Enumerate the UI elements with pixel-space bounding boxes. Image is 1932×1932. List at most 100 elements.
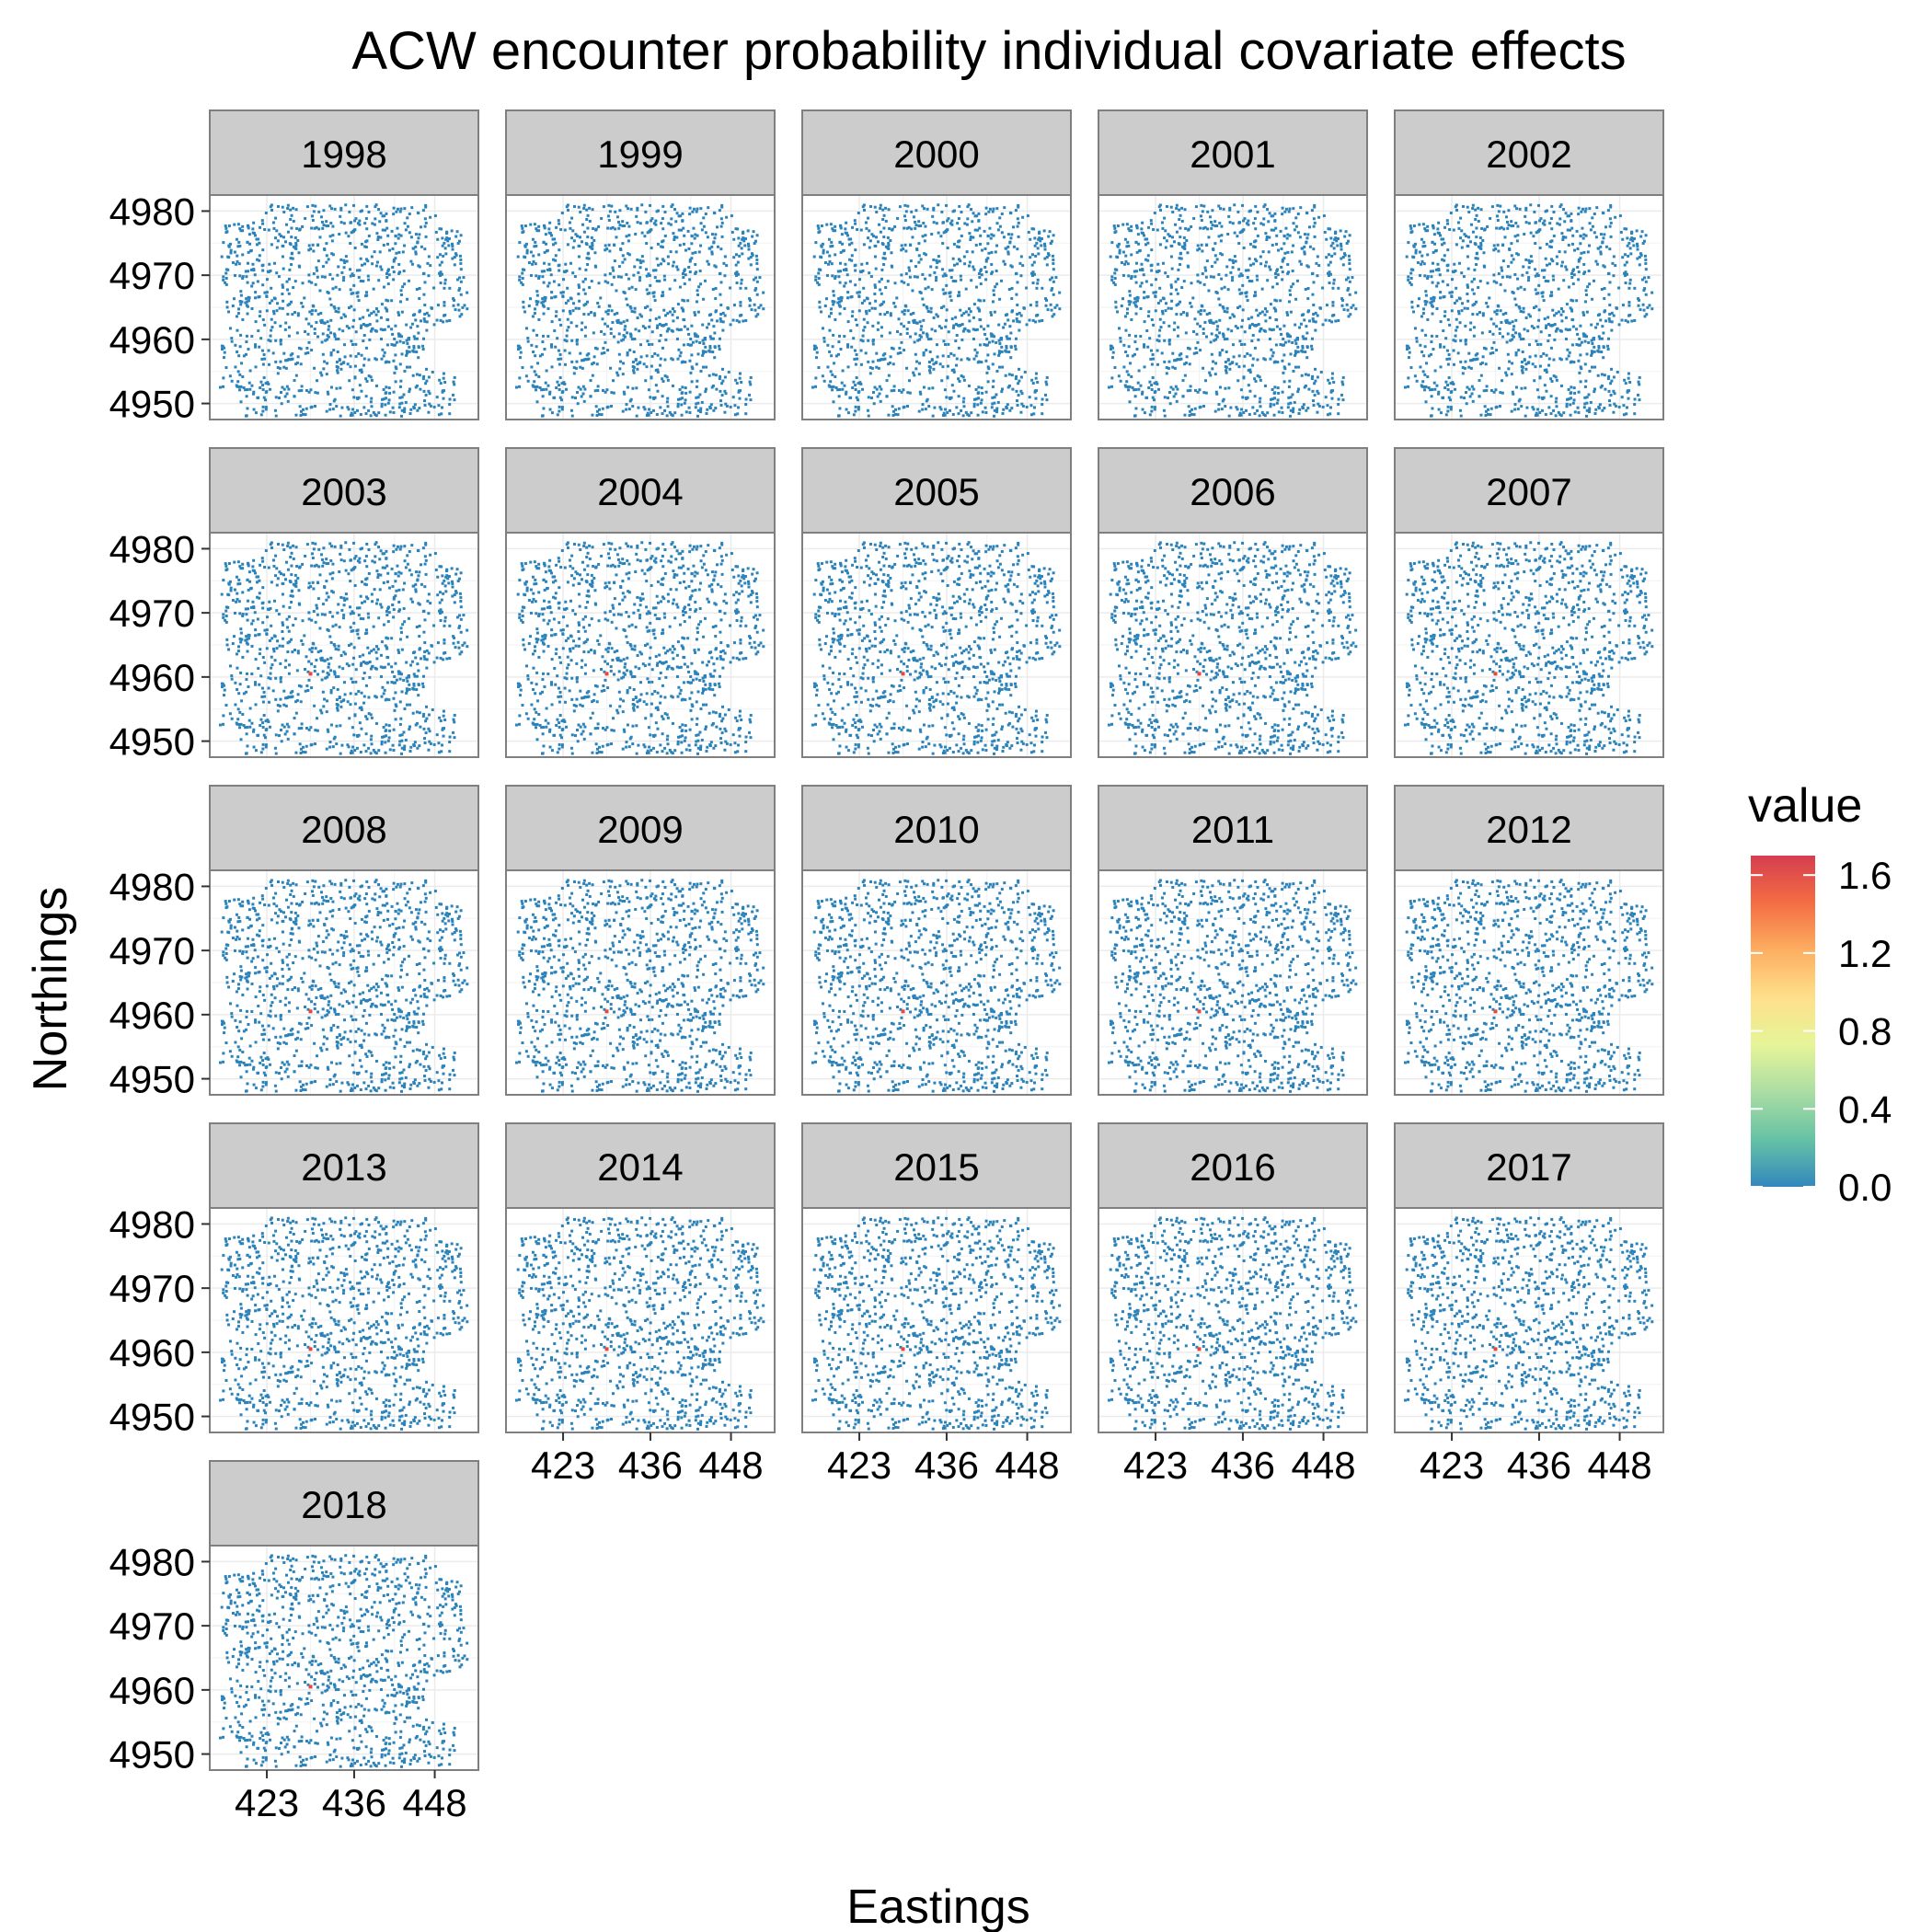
data-point [1195, 332, 1199, 336]
data-point [400, 401, 404, 405]
data-point [1437, 221, 1441, 224]
data-point [845, 273, 849, 277]
data-point [438, 227, 442, 231]
data-point [709, 403, 713, 407]
data-point [997, 365, 1001, 369]
data-point [990, 262, 994, 266]
data-point [1282, 343, 1285, 347]
data-point [1532, 235, 1535, 238]
data-point [1508, 360, 1512, 363]
data-point [1237, 274, 1241, 278]
data-point [1600, 337, 1604, 340]
data-point [1156, 349, 1159, 352]
data-point [1015, 317, 1018, 321]
data-point [646, 339, 650, 343]
data-point [838, 281, 842, 284]
data-point [701, 339, 705, 342]
data-point [1291, 393, 1294, 397]
data-point [831, 300, 834, 304]
data-point [1223, 338, 1226, 341]
data-point [259, 386, 262, 390]
data-point [993, 310, 996, 314]
data-point [986, 365, 990, 369]
data-point [701, 350, 705, 353]
data-point [927, 365, 931, 369]
data-point [1173, 359, 1177, 362]
data-point [1273, 212, 1277, 215]
data-point [1036, 278, 1040, 282]
data-point [1285, 236, 1289, 240]
data-point [1017, 235, 1020, 238]
data-point [738, 397, 742, 400]
data-point [406, 224, 409, 228]
data-point [1148, 337, 1152, 340]
data-point [247, 347, 250, 351]
data-point [252, 390, 256, 394]
data-point [263, 291, 267, 294]
data-point [564, 301, 568, 305]
data-point [833, 300, 836, 304]
data-point [818, 230, 822, 234]
data-point [239, 400, 243, 404]
data-point [551, 237, 555, 241]
data-point [1570, 298, 1573, 302]
data-point [921, 204, 925, 208]
data-point [1248, 353, 1252, 357]
data-point [1477, 219, 1480, 223]
data-point [326, 390, 329, 394]
data-point [1123, 384, 1127, 387]
data-point [274, 236, 278, 240]
data-point [980, 386, 983, 390]
data-point [295, 331, 299, 335]
data-point [1591, 224, 1594, 228]
data-point [224, 224, 227, 228]
data-point [997, 353, 1001, 357]
data-point [224, 277, 228, 281]
data-point [867, 236, 870, 240]
data-point [1196, 322, 1200, 326]
data-point [666, 405, 670, 408]
data-point [569, 296, 572, 300]
data-point [597, 224, 601, 228]
data-point [983, 247, 987, 250]
data-point [1190, 224, 1193, 228]
data-point [1288, 293, 1292, 296]
data-point [369, 329, 373, 333]
data-point [687, 406, 691, 409]
data-point [911, 236, 914, 239]
data-point [425, 367, 429, 371]
data-point [394, 242, 397, 246]
data-point [428, 392, 431, 396]
data-point [290, 263, 293, 267]
data-point [1312, 247, 1316, 251]
data-point [962, 405, 966, 408]
data-point [452, 297, 455, 301]
data-point [1510, 254, 1513, 258]
data-point [345, 259, 349, 263]
data-point [316, 275, 319, 279]
data-point [1217, 408, 1221, 411]
data-point [344, 231, 348, 235]
data-point [1491, 332, 1495, 336]
data-point [1274, 343, 1278, 347]
data-point [1464, 324, 1467, 328]
data-point [1004, 314, 1007, 317]
data-point [344, 255, 348, 259]
data-point [950, 317, 954, 321]
data-point [318, 236, 322, 239]
data-point [300, 301, 304, 305]
data-point [1292, 282, 1295, 286]
data-point [448, 412, 452, 416]
data-point [1207, 236, 1211, 239]
data-point [828, 259, 832, 263]
data-point [681, 219, 684, 223]
data-point [980, 273, 983, 277]
data-point [1512, 325, 1516, 328]
data-point [1270, 328, 1273, 332]
data-point [742, 239, 746, 243]
data-point [375, 232, 379, 236]
data-point [1537, 283, 1541, 287]
data-point [1555, 397, 1558, 400]
data-point [1141, 221, 1144, 224]
data-point [858, 381, 862, 385]
